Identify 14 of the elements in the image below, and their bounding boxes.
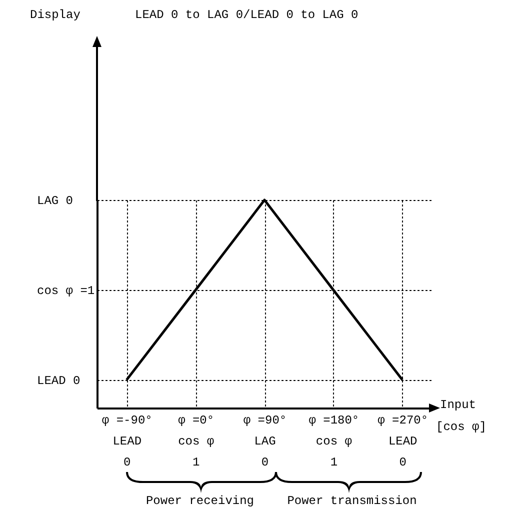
text: LEAD 0 <box>37 374 80 388</box>
text: Power transmission <box>287 494 417 508</box>
chart-title: LEAD 0 to LAG 0/LEAD 0 to LAG 0 <box>135 8 358 22</box>
x-tick-label: φ =-90° LEAD 0 <box>102 414 152 470</box>
x-tick-label: φ =90° LAG 0 <box>243 414 287 470</box>
text: LAG 0 <box>37 194 74 208</box>
text: Display <box>30 8 80 22</box>
text: cos φ =1 <box>37 284 95 298</box>
text: [cos φ] <box>436 420 486 434</box>
x-tick-label: φ =270° LEAD 0 <box>378 414 428 470</box>
x-tick-label: φ =0° cos φ 1 <box>178 414 214 470</box>
x-tick-label: φ =180° cos φ 1 <box>308 414 360 470</box>
text: Power receiving <box>146 494 254 508</box>
x-axis-title: Input <box>440 398 476 412</box>
